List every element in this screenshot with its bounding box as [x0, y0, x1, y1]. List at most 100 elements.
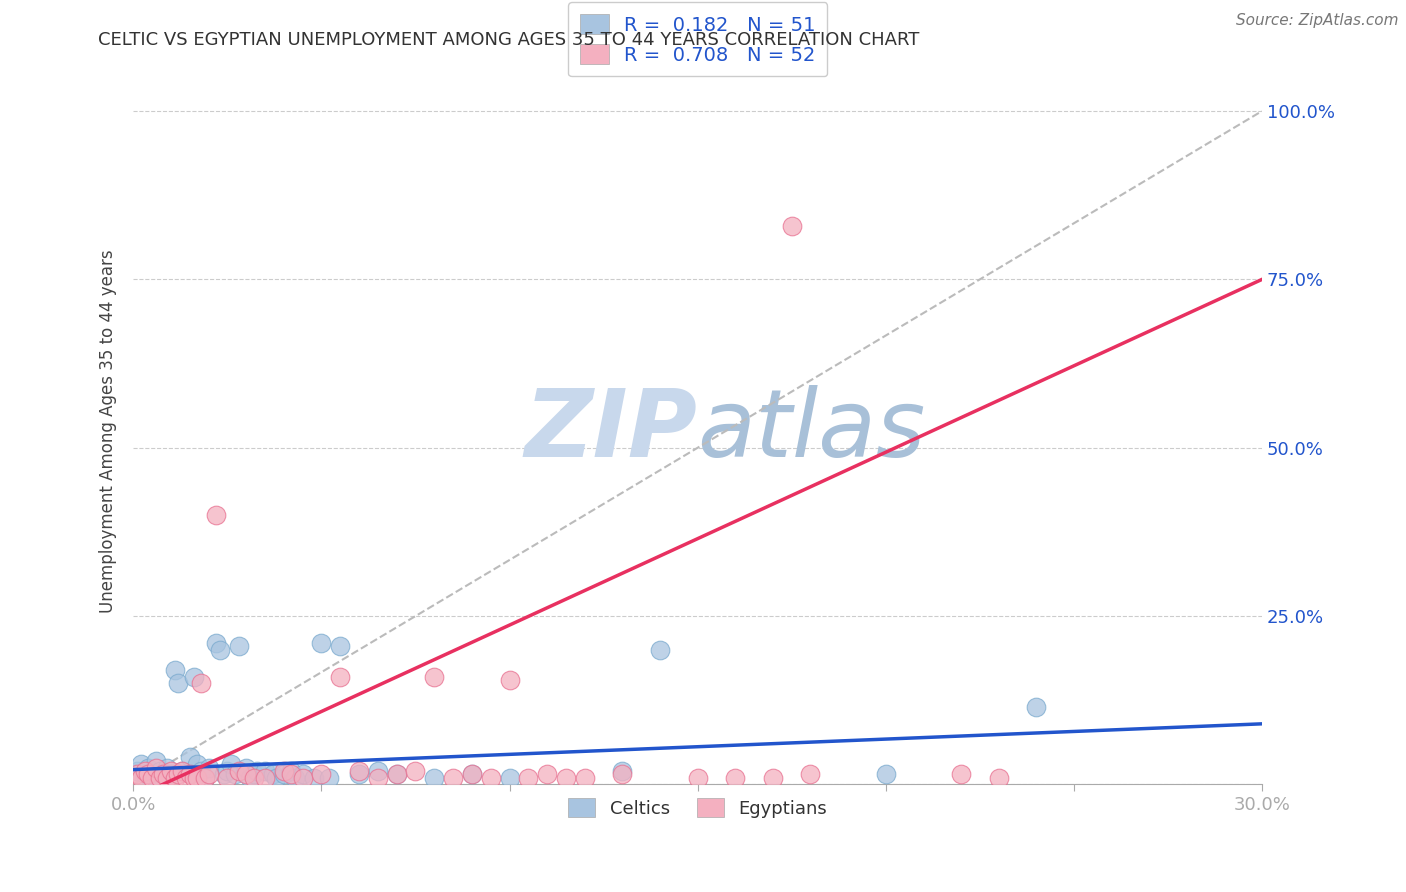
- Point: [149, 771, 172, 785]
- Point: [612, 764, 634, 778]
- Point: [262, 767, 284, 781]
- Point: [134, 767, 156, 781]
- Point: [461, 767, 484, 781]
- Point: [228, 764, 250, 778]
- Point: [183, 771, 205, 785]
- Point: [291, 767, 314, 781]
- Point: [129, 757, 152, 772]
- Point: [186, 757, 208, 772]
- Point: [612, 767, 634, 781]
- Point: [217, 771, 239, 785]
- Point: [273, 767, 295, 781]
- Point: [149, 764, 172, 778]
- Point: [347, 767, 370, 781]
- Point: [174, 771, 197, 785]
- Text: ZIP: ZIP: [524, 385, 697, 477]
- Point: [498, 673, 520, 687]
- Point: [156, 761, 179, 775]
- Point: [186, 771, 208, 785]
- Point: [479, 771, 502, 785]
- Point: [574, 771, 596, 785]
- Point: [197, 767, 219, 781]
- Point: [266, 771, 288, 785]
- Point: [163, 771, 186, 785]
- Point: [163, 663, 186, 677]
- Point: [239, 771, 262, 785]
- Point: [194, 771, 217, 785]
- Point: [194, 771, 217, 785]
- Point: [311, 636, 333, 650]
- Point: [205, 508, 228, 522]
- Point: [987, 771, 1010, 785]
- Text: CELTIC VS EGYPTIAN UNEMPLOYMENT AMONG AGES 35 TO 44 YEARS CORRELATION CHART: CELTIC VS EGYPTIAN UNEMPLOYMENT AMONG AG…: [98, 31, 920, 49]
- Point: [762, 771, 785, 785]
- Point: [536, 767, 558, 781]
- Point: [329, 670, 352, 684]
- Point: [780, 219, 803, 233]
- Point: [205, 636, 228, 650]
- Point: [949, 767, 972, 781]
- Point: [385, 767, 408, 781]
- Text: Source: ZipAtlas.com: Source: ZipAtlas.com: [1236, 13, 1399, 29]
- Point: [152, 771, 174, 785]
- Point: [127, 764, 149, 778]
- Point: [1025, 700, 1047, 714]
- Point: [197, 761, 219, 775]
- Point: [385, 767, 408, 781]
- Point: [242, 771, 264, 785]
- Point: [318, 771, 340, 785]
- Y-axis label: Unemployment Among Ages 35 to 44 years: Unemployment Among Ages 35 to 44 years: [100, 249, 117, 613]
- Point: [875, 767, 897, 781]
- Point: [555, 771, 578, 785]
- Point: [423, 670, 446, 684]
- Point: [179, 767, 201, 781]
- Point: [284, 771, 307, 785]
- Point: [235, 761, 257, 775]
- Point: [253, 764, 276, 778]
- Text: atlas: atlas: [697, 385, 927, 476]
- Point: [129, 771, 152, 785]
- Point: [405, 764, 427, 778]
- Point: [208, 642, 231, 657]
- Point: [152, 767, 174, 781]
- Point: [141, 771, 163, 785]
- Point: [799, 767, 821, 781]
- Point: [183, 670, 205, 684]
- Point: [138, 761, 160, 775]
- Point: [224, 767, 246, 781]
- Point: [498, 771, 520, 785]
- Point: [273, 764, 295, 778]
- Point: [228, 640, 250, 654]
- Point: [172, 764, 194, 778]
- Point: [724, 771, 747, 785]
- Point: [246, 764, 269, 778]
- Point: [179, 750, 201, 764]
- Point: [367, 771, 389, 785]
- Point: [172, 764, 194, 778]
- Point: [160, 764, 183, 778]
- Point: [235, 767, 257, 781]
- Point: [423, 771, 446, 785]
- Point: [686, 771, 709, 785]
- Point: [160, 767, 183, 781]
- Point: [219, 757, 242, 772]
- Point: [280, 764, 302, 778]
- Point: [141, 771, 163, 785]
- Point: [461, 767, 484, 781]
- Point: [517, 771, 540, 785]
- Legend: Celtics, Egyptians: Celtics, Egyptians: [561, 791, 834, 825]
- Point: [329, 640, 352, 654]
- Point: [242, 767, 264, 781]
- Point: [253, 771, 276, 785]
- Point: [212, 767, 235, 781]
- Point: [134, 764, 156, 778]
- Point: [347, 764, 370, 778]
- Point: [138, 767, 160, 781]
- Point: [190, 676, 212, 690]
- Point: [156, 771, 179, 785]
- Point: [302, 771, 325, 785]
- Point: [367, 764, 389, 778]
- Point: [291, 771, 314, 785]
- Point: [127, 767, 149, 781]
- Point: [648, 642, 671, 657]
